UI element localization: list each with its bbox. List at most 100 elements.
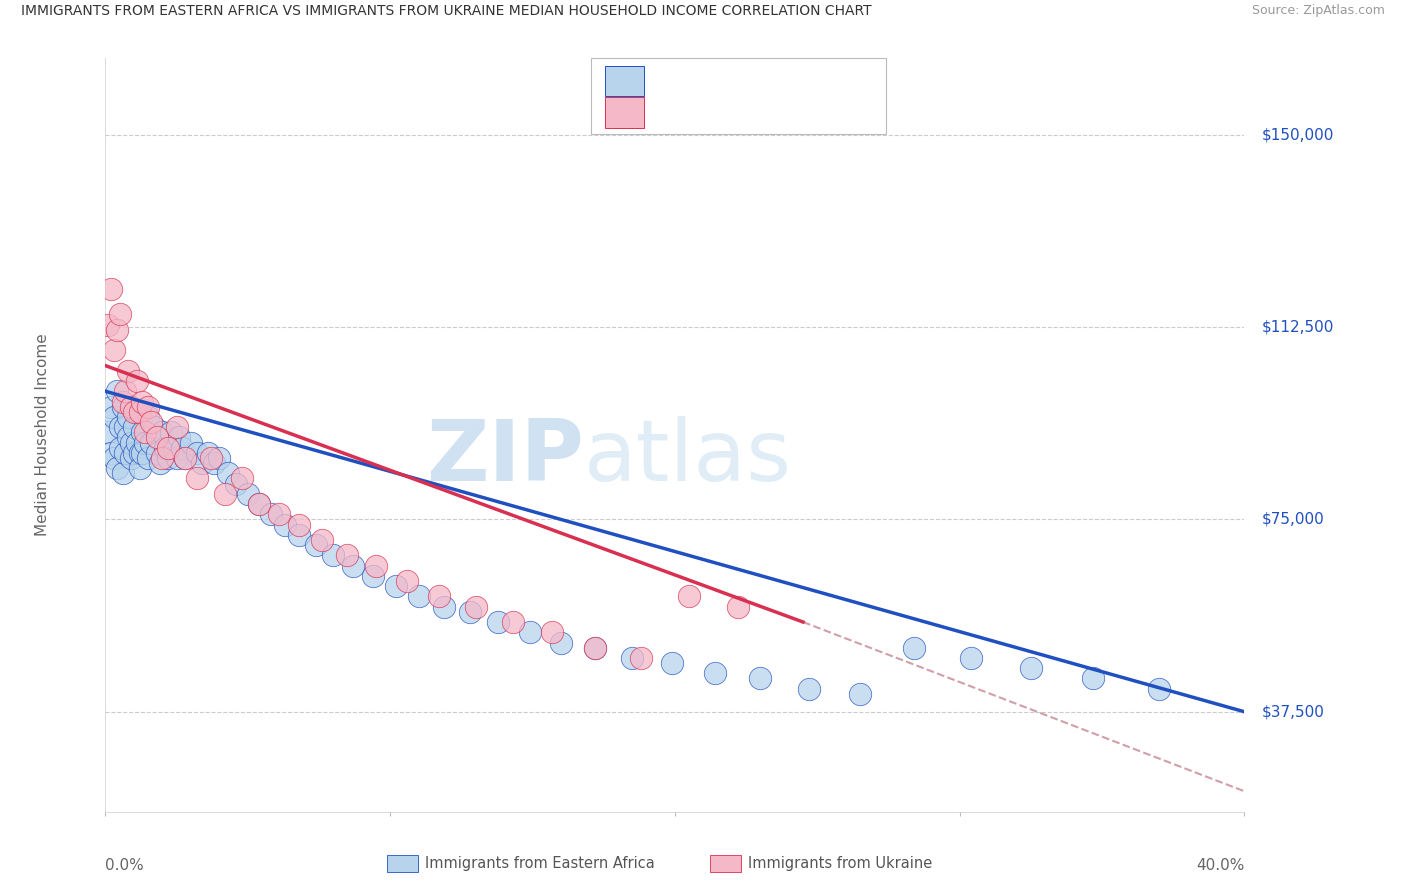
Point xyxy=(703,666,725,681)
Point xyxy=(225,476,247,491)
Point xyxy=(103,343,125,358)
Point xyxy=(108,307,131,321)
Point xyxy=(105,323,128,337)
Point xyxy=(174,450,197,465)
Point xyxy=(134,425,156,440)
Point xyxy=(166,420,188,434)
Point xyxy=(163,441,186,455)
Point xyxy=(157,441,180,455)
Text: IMMIGRANTS FROM EASTERN AFRICA VS IMMIGRANTS FROM UKRAINE MEDIAN HOUSEHOLD INCOM: IMMIGRANTS FROM EASTERN AFRICA VS IMMIGR… xyxy=(21,4,872,19)
Point xyxy=(128,405,150,419)
Point xyxy=(97,318,120,332)
Point xyxy=(849,687,872,701)
Point xyxy=(131,394,153,409)
Point xyxy=(342,558,364,573)
Point xyxy=(1019,661,1042,675)
Text: $75,000: $75,000 xyxy=(1261,512,1324,527)
Point xyxy=(217,467,239,481)
Point xyxy=(111,400,134,414)
Point xyxy=(131,446,153,460)
Point xyxy=(122,420,145,434)
Point xyxy=(550,635,572,649)
Point xyxy=(385,579,408,593)
Point xyxy=(139,435,162,450)
Text: ZIP: ZIP xyxy=(426,416,583,499)
Text: $112,500: $112,500 xyxy=(1261,319,1334,334)
Point xyxy=(145,430,167,444)
Point xyxy=(131,425,153,440)
Point xyxy=(105,384,128,399)
Point xyxy=(117,364,139,378)
Point xyxy=(114,446,136,460)
Point xyxy=(139,415,162,429)
Point xyxy=(1147,681,1170,696)
Point xyxy=(274,517,297,532)
Point xyxy=(103,409,125,424)
Point xyxy=(122,446,145,460)
Point xyxy=(464,599,486,614)
Point xyxy=(111,467,134,481)
Text: R = -0.429   N = 77: R = -0.429 N = 77 xyxy=(658,71,821,90)
Point xyxy=(661,656,683,670)
Point xyxy=(148,456,170,470)
Point xyxy=(361,569,384,583)
Point xyxy=(427,590,450,604)
Point xyxy=(125,405,148,419)
Point xyxy=(960,651,983,665)
Point xyxy=(727,599,749,614)
Point xyxy=(169,430,191,444)
Point xyxy=(305,538,328,552)
Point xyxy=(136,450,159,465)
Point xyxy=(120,450,142,465)
Point xyxy=(136,400,159,414)
Text: $150,000: $150,000 xyxy=(1261,128,1334,143)
Point xyxy=(541,625,564,640)
Point xyxy=(322,549,344,563)
Point xyxy=(191,456,214,470)
Point xyxy=(502,615,524,629)
Point xyxy=(157,450,180,465)
Point xyxy=(903,640,925,655)
Point xyxy=(134,435,156,450)
Point xyxy=(136,409,159,424)
Text: Immigrants from Eastern Africa: Immigrants from Eastern Africa xyxy=(425,856,654,871)
Point xyxy=(152,450,174,465)
Point xyxy=(180,435,202,450)
Point xyxy=(202,456,225,470)
Point xyxy=(172,441,194,455)
Point xyxy=(396,574,419,588)
Point xyxy=(749,672,772,686)
Point xyxy=(583,640,606,655)
Point xyxy=(288,528,311,542)
Point xyxy=(108,441,131,455)
Point xyxy=(231,471,253,485)
Text: Median Household Income: Median Household Income xyxy=(35,334,51,536)
Point xyxy=(236,487,259,501)
Point xyxy=(120,435,142,450)
Point xyxy=(166,450,188,465)
Point xyxy=(678,590,700,604)
Point xyxy=(197,446,219,460)
Point xyxy=(186,471,208,485)
Point xyxy=(155,441,177,455)
Point xyxy=(120,400,142,414)
Point xyxy=(117,409,139,424)
Point xyxy=(128,461,150,475)
Point xyxy=(247,497,270,511)
Point xyxy=(247,497,270,511)
Point xyxy=(111,394,134,409)
Point xyxy=(108,420,131,434)
Point xyxy=(125,374,148,388)
Point xyxy=(1083,672,1105,686)
Point xyxy=(311,533,333,547)
Point xyxy=(174,450,197,465)
Point xyxy=(259,508,281,522)
Point xyxy=(200,450,222,465)
Point xyxy=(214,487,236,501)
Point xyxy=(105,461,128,475)
Point xyxy=(288,517,311,532)
Point xyxy=(519,625,541,640)
Text: 0.0%: 0.0% xyxy=(105,858,145,873)
Text: Immigrants from Ukraine: Immigrants from Ukraine xyxy=(748,856,932,871)
Point xyxy=(186,446,208,460)
